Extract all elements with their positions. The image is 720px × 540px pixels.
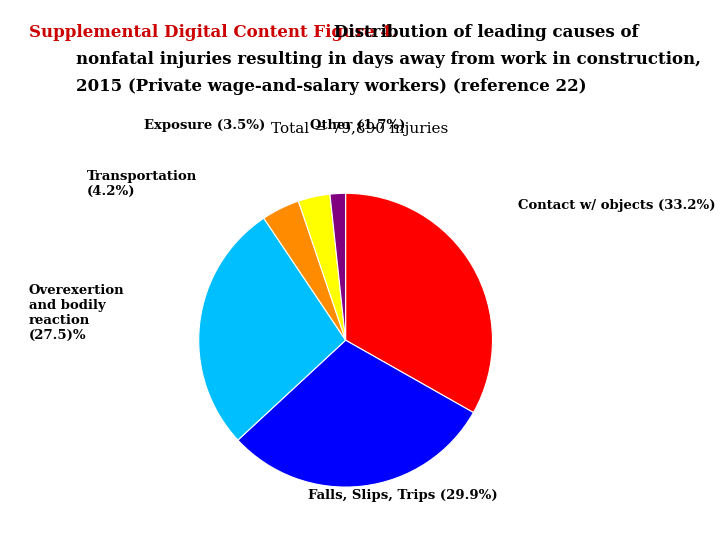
Text: 2015 (Private wage-and-salary workers) (reference 22): 2015 (Private wage-and-salary workers) (… [76, 78, 586, 95]
Text: Distribution of leading causes of: Distribution of leading causes of [328, 24, 638, 41]
Wedge shape [346, 193, 492, 413]
Wedge shape [238, 340, 474, 487]
Text: Overexertion
and bodily
reaction
(27.5)%: Overexertion and bodily reaction (27.5)% [29, 284, 125, 342]
Wedge shape [299, 194, 346, 340]
Wedge shape [330, 193, 346, 340]
Text: Exposure (3.5%): Exposure (3.5%) [144, 119, 265, 132]
Wedge shape [264, 201, 346, 340]
Text: Supplemental Digital Content Figure 4.: Supplemental Digital Content Figure 4. [29, 24, 397, 41]
Wedge shape [199, 218, 346, 440]
Text: Falls, Slips, Trips (29.9%): Falls, Slips, Trips (29.9%) [308, 489, 498, 502]
Text: Other (1.7%): Other (1.7%) [310, 119, 405, 132]
Text: nonfatal injuries resulting in days away from work in construction,: nonfatal injuries resulting in days away… [76, 51, 701, 68]
Text: Transportation
(4.2%): Transportation (4.2%) [86, 170, 197, 198]
Text: Contact w/ objects (33.2%): Contact w/ objects (33.2%) [518, 199, 716, 212]
Text: Total = 79,890 injuries: Total = 79,890 injuries [271, 122, 449, 136]
